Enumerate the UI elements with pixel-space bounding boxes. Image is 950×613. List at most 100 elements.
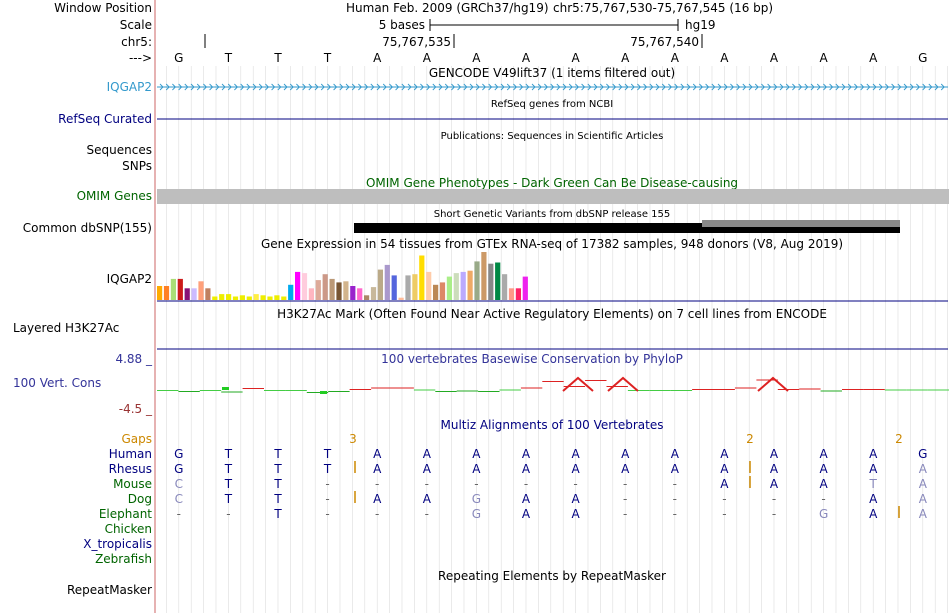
gtex-bar[interactable] [343, 281, 349, 300]
dbsnp-track-label[interactable]: Common dbSNP(155) [23, 221, 152, 235]
multiz-track[interactable]: Multiz Alignments of 100 Vertebrates Gap… [83, 418, 927, 566]
omim-track-label[interactable]: OMIM Genes [77, 189, 152, 203]
snps-track-label[interactable]: SNPs [122, 159, 152, 173]
strand-arrow [221, 83, 226, 91]
strand-arrow [376, 83, 381, 91]
phylop-score[interactable] [757, 376, 789, 392]
gtex-bar[interactable] [177, 278, 183, 300]
gtex-track-label[interactable]: IQGAP2 [107, 272, 152, 286]
gtex-bar[interactable] [357, 288, 363, 300]
gencode-track[interactable]: GENCODE V49lift37 (1 items filtered out)… [107, 66, 948, 94]
h3k27ac-track-label[interactable]: Layered H3K27Ac [13, 321, 119, 335]
gtex-bar[interactable] [398, 297, 404, 300]
gtex-bar[interactable] [281, 296, 287, 301]
gtex-bar[interactable] [405, 275, 411, 300]
gtex-bar[interactable] [288, 284, 294, 300]
dbsnp-track[interactable]: Short Genetic Variants from dbSNP releas… [23, 209, 900, 235]
gtex-bar[interactable] [433, 284, 439, 300]
gtex-bar[interactable] [481, 252, 487, 300]
gtex-bar[interactable] [212, 296, 218, 301]
gtex-bar[interactable] [460, 271, 466, 300]
refseq-track[interactable]: RefSeq genes from NCBI RefSeq Curated [58, 99, 948, 126]
gtex-bar[interactable] [163, 286, 170, 300]
gtex-bar[interactable] [391, 275, 397, 300]
gtex-bar[interactable] [198, 281, 204, 300]
gtex-bar[interactable] [439, 282, 446, 300]
gtex-bar[interactable] [364, 295, 370, 300]
gtex-bar[interactable] [301, 273, 308, 300]
gtex-bar[interactable] [488, 263, 494, 300]
gtex-bar[interactable] [426, 271, 432, 300]
gtex-bar[interactable] [315, 280, 321, 300]
strand-arrow [519, 83, 524, 91]
strand-arrow [841, 83, 846, 91]
gtex-bar[interactable] [226, 294, 232, 300]
gtex-bar[interactable] [219, 294, 225, 300]
gtex-bar[interactable] [253, 294, 259, 300]
gtex-expression-bars[interactable] [157, 252, 528, 300]
gtex-bar[interactable] [191, 288, 197, 300]
refseq-track-label[interactable]: RefSeq Curated [58, 112, 152, 126]
strand-arrow [829, 83, 834, 91]
gtex-bar[interactable] [446, 276, 452, 300]
gtex-bar[interactable] [474, 261, 480, 300]
gtex-bar[interactable] [377, 269, 383, 300]
gtex-bar[interactable] [232, 296, 239, 301]
gtex-bar[interactable] [205, 288, 211, 300]
strand-arrow [599, 83, 604, 91]
alignment-base: - [375, 507, 379, 521]
gencode-track-label[interactable]: IQGAP2 [107, 80, 152, 94]
gtex-bar[interactable] [453, 273, 459, 300]
gtex-bar[interactable] [329, 278, 335, 300]
gtex-bar[interactable] [295, 271, 301, 300]
gtex-bar[interactable] [322, 274, 328, 300]
phylop-track[interactable]: 100 vertebrates Basewise Conservation by… [13, 352, 949, 416]
phylop-plot[interactable] [157, 376, 949, 394]
publications-track-label[interactable]: Sequences [87, 143, 152, 157]
gtex-bar[interactable] [467, 270, 473, 300]
dbsnp-variant-1[interactable] [354, 223, 900, 233]
gtex-track[interactable]: Gene Expression in 54 tissues from GTEx … [107, 237, 948, 302]
strand-arrow [271, 83, 276, 91]
gtex-bar[interactable] [384, 264, 390, 300]
strand-arrow [717, 83, 722, 91]
gtex-bar[interactable] [308, 288, 314, 300]
omim-track[interactable]: OMIM Gene Phenotypes - Dark Green Can Be… [77, 176, 949, 204]
gtex-bar[interactable] [350, 286, 356, 300]
gtex-bar[interactable] [246, 296, 252, 301]
gtex-bar[interactable] [419, 255, 425, 301]
strand-arrow [178, 83, 183, 91]
phylop-score[interactable] [222, 387, 229, 390]
phylop-track-label[interactable]: 100 Vert. Cons [13, 376, 101, 390]
dbsnp-variant-2[interactable] [702, 220, 900, 227]
gtex-bar[interactable] [170, 278, 176, 300]
strand-arrow [463, 83, 468, 91]
publications-track[interactable]: Publications: Sequences in Scientific Ar… [87, 131, 664, 173]
alignment-base: G [472, 492, 481, 506]
phylop-score[interactable] [607, 376, 639, 392]
alignment-base: A [423, 492, 432, 506]
gtex-bar[interactable] [260, 295, 266, 300]
gtex-bar[interactable] [522, 276, 528, 300]
gtex-bar[interactable] [502, 274, 508, 300]
gtex-bar[interactable] [157, 286, 163, 300]
omim-feature[interactable] [157, 189, 949, 204]
gtex-bar[interactable] [370, 287, 377, 300]
gtex-bar[interactable] [274, 295, 280, 300]
gtex-bar[interactable] [184, 288, 190, 300]
gtex-bar[interactable] [508, 288, 515, 300]
repeatmasker-track-label[interactable]: RepeatMasker [67, 583, 152, 597]
phylop-score[interactable] [320, 391, 327, 394]
repeatmasker-track[interactable]: Repeating Elements by RepeatMasker Repea… [67, 569, 666, 597]
alignment-base: A [571, 492, 580, 506]
gtex-bar[interactable] [495, 262, 501, 301]
gtex-bar[interactable] [412, 274, 418, 300]
gtex-bar[interactable] [239, 295, 245, 300]
h3k27ac-track[interactable]: H3K27Ac Mark (Often Found Near Active Re… [13, 307, 948, 350]
phylop-score[interactable] [562, 376, 594, 392]
gtex-bar[interactable] [515, 288, 521, 300]
gtex-bar[interactable] [267, 296, 273, 301]
gtex-bar[interactable] [336, 282, 342, 300]
species-label: Chicken [105, 522, 152, 536]
strand-arrow [649, 83, 654, 91]
